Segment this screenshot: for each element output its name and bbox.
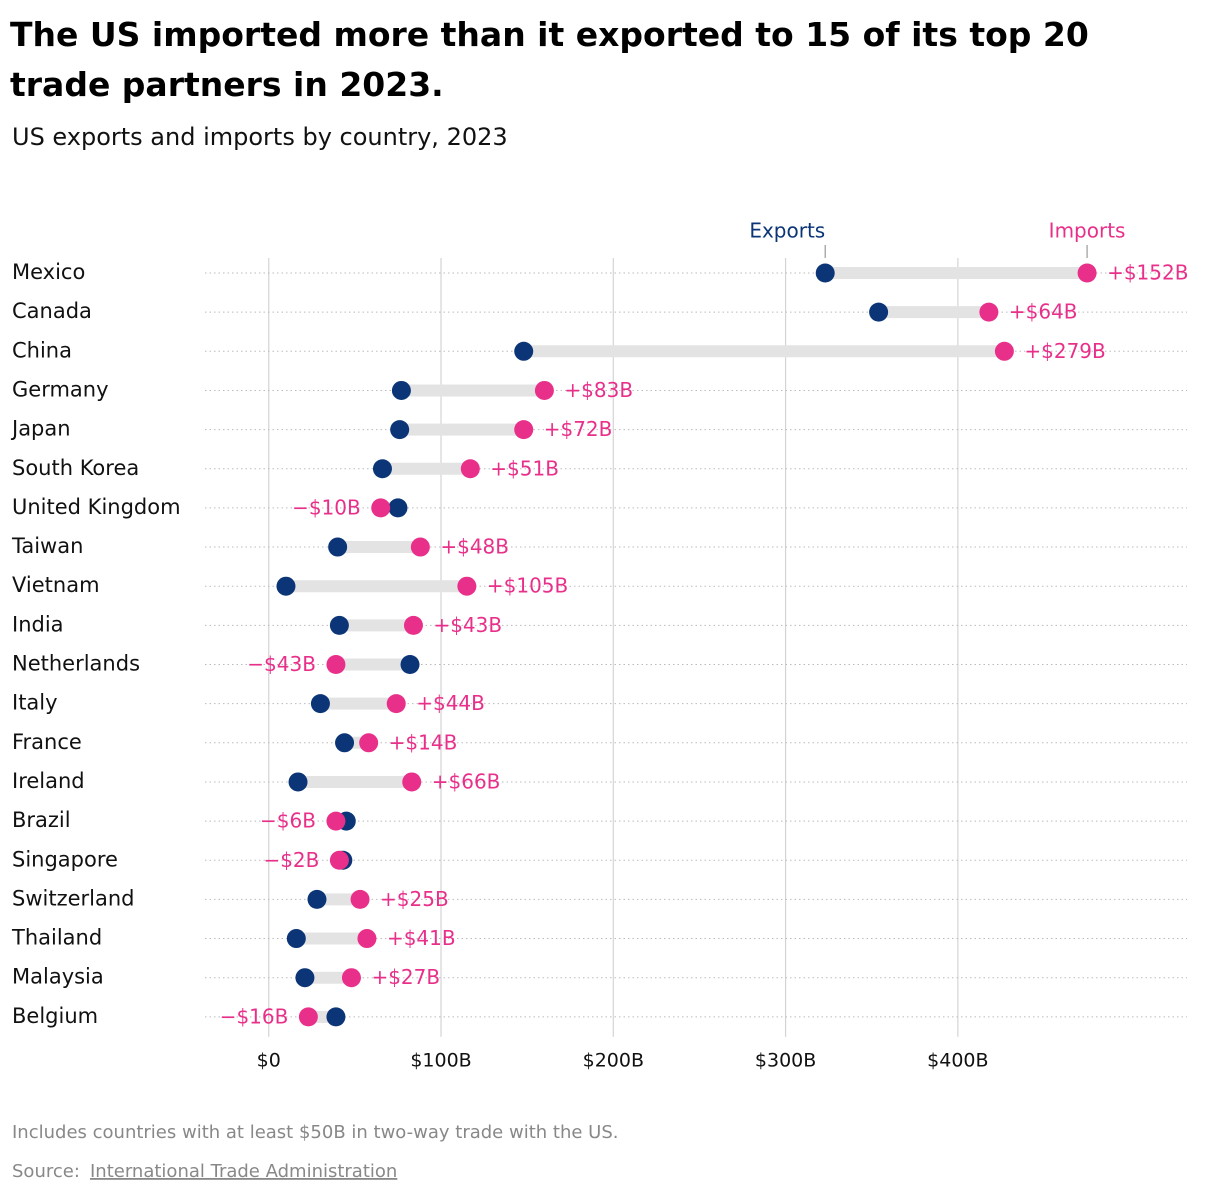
import-dot xyxy=(534,380,554,400)
import-dot xyxy=(402,772,422,792)
import-dot xyxy=(514,420,534,440)
export-dot xyxy=(372,459,392,479)
import-dot xyxy=(357,929,377,949)
difference-label: +$72B xyxy=(544,417,613,441)
legend-label: Exports xyxy=(749,219,825,243)
title-box: The US imported more than it exported to… xyxy=(10,15,1089,104)
y-tick-label: Vietnam xyxy=(12,573,100,597)
difference-label: +$44B xyxy=(416,691,485,715)
import-dot xyxy=(386,694,406,714)
difference-label: +$64B xyxy=(1009,300,1078,324)
difference-label: +$83B xyxy=(564,378,633,402)
difference-label: −$10B xyxy=(292,495,361,519)
import-dot xyxy=(460,459,480,479)
difference-label: +$279B xyxy=(1024,339,1105,363)
export-dot xyxy=(335,733,355,753)
difference-label: +$27B xyxy=(371,965,440,989)
difference-label: −$16B xyxy=(220,1004,289,1028)
import-dot xyxy=(1077,263,1097,283)
export-dot xyxy=(390,420,410,440)
import-dot xyxy=(326,811,346,831)
y-tick-label: Mexico xyxy=(12,260,85,284)
import-dot xyxy=(329,850,349,870)
import-dot xyxy=(994,341,1014,361)
x-tick-label: $300B xyxy=(755,1050,816,1072)
export-dot xyxy=(295,968,315,988)
export-dot xyxy=(328,537,348,557)
difference-label: −$43B xyxy=(247,652,316,676)
y-tick-label: Canada xyxy=(12,299,92,323)
x-tick-label: $200B xyxy=(583,1050,644,1072)
import-dot xyxy=(359,733,379,753)
import-dot xyxy=(298,1007,318,1027)
y-tick-label: United Kingdom xyxy=(12,495,181,519)
y-tick-label: Brazil xyxy=(12,808,71,832)
difference-label: −$2B xyxy=(263,848,319,872)
export-dot xyxy=(288,772,308,792)
chart-subtitle: US exports and imports by country, 2023 xyxy=(12,123,508,151)
difference-label: +$25B xyxy=(380,887,449,911)
y-tick-label: Japan xyxy=(10,417,71,441)
source-label: Source: xyxy=(12,1161,80,1182)
y-tick-label: Germany xyxy=(12,377,109,401)
export-dot xyxy=(286,929,306,949)
export-dot xyxy=(514,341,534,361)
difference-label: +$51B xyxy=(490,456,559,480)
import-dot xyxy=(371,498,391,518)
y-tick-label: China xyxy=(12,338,72,362)
difference-label: +$152B xyxy=(1107,261,1188,285)
export-dot xyxy=(869,302,889,322)
x-tick-label: $100B xyxy=(410,1050,471,1072)
export-dot xyxy=(307,889,327,909)
x-tick-label: $0 xyxy=(257,1050,281,1072)
import-dot xyxy=(350,889,370,909)
y-tick-label: Belgium xyxy=(12,1004,98,1028)
export-dot xyxy=(400,655,420,674)
difference-label: +$14B xyxy=(389,730,458,754)
x-tick-label: $400B xyxy=(927,1050,988,1072)
y-tick-label: Taiwan xyxy=(11,534,83,558)
difference-label: +$43B xyxy=(433,613,502,637)
export-dot xyxy=(388,498,408,518)
export-dot xyxy=(391,380,411,400)
import-dot xyxy=(326,655,346,674)
y-tick-label: Italy xyxy=(12,691,58,715)
y-tick-label: France xyxy=(12,730,82,754)
note: Includes countries with at least $50B in… xyxy=(12,1122,618,1143)
chart-title: The US imported more than it exported to… xyxy=(10,15,1089,104)
difference-label: +$41B xyxy=(387,926,456,950)
y-tick-label: Switzerland xyxy=(12,886,135,910)
y-tick-label: Singapore xyxy=(12,847,118,871)
difference-label: +$105B xyxy=(487,574,568,598)
import-dot xyxy=(403,615,423,635)
export-dot xyxy=(276,576,296,596)
export-dot xyxy=(326,1007,346,1027)
y-tick-label: Thailand xyxy=(11,926,102,950)
difference-label: +$66B xyxy=(432,769,501,793)
import-dot xyxy=(979,302,999,322)
y-tick-label: Malaysia xyxy=(12,965,104,989)
source-link[interactable]: International Trade Administration xyxy=(90,1161,397,1182)
y-tick-label: Netherlands xyxy=(12,652,140,676)
legend-label: Imports xyxy=(1049,219,1126,243)
export-dot xyxy=(815,263,835,283)
import-dot xyxy=(457,576,477,596)
y-tick-label: India xyxy=(12,612,64,636)
export-dot xyxy=(329,615,349,635)
import-dot xyxy=(341,968,361,988)
difference-label: −$6B xyxy=(260,809,316,833)
y-tick-label: South Korea xyxy=(12,456,139,480)
y-tick-label: Ireland xyxy=(12,769,85,793)
difference-label: +$48B xyxy=(440,535,509,559)
export-dot xyxy=(310,694,330,714)
import-dot xyxy=(410,537,430,557)
